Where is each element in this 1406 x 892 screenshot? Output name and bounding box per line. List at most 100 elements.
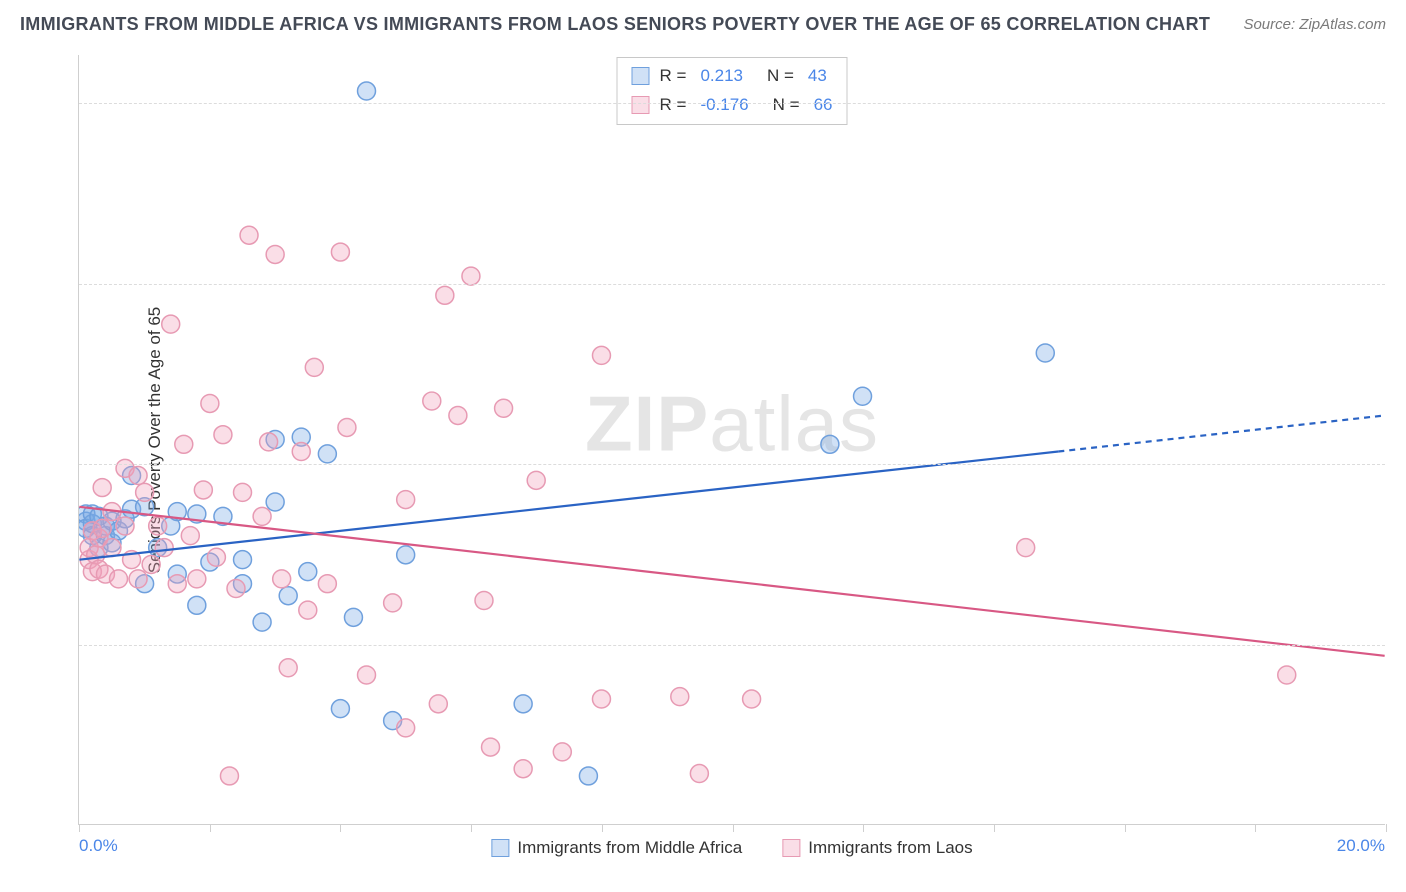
- data-point: [260, 433, 278, 451]
- data-point: [331, 700, 349, 718]
- data-point: [318, 445, 336, 463]
- data-point: [123, 500, 141, 518]
- series-legend-item: Immigrants from Middle Africa: [491, 838, 742, 858]
- data-point: [358, 82, 376, 100]
- data-point: [397, 546, 415, 564]
- data-point: [527, 471, 545, 489]
- data-point: [514, 760, 532, 778]
- data-point: [162, 315, 180, 333]
- gridline: [79, 284, 1385, 285]
- series-legend-item: Immigrants from Laos: [782, 838, 972, 858]
- data-point: [214, 507, 232, 525]
- trend-line: [79, 507, 1384, 656]
- chart-area: Seniors Poverty Over the Age of 65 ZIPat…: [60, 55, 1385, 825]
- data-point: [1017, 539, 1035, 557]
- data-point: [1036, 344, 1054, 362]
- data-point: [123, 467, 141, 485]
- data-point: [93, 519, 111, 537]
- legend-row: R =0.213N =43: [632, 62, 833, 91]
- data-point: [83, 515, 101, 533]
- data-point: [110, 570, 128, 588]
- data-point: [482, 738, 500, 756]
- x-axis-tick: [210, 824, 211, 832]
- data-point: [79, 512, 95, 530]
- data-point: [514, 695, 532, 713]
- data-point: [155, 539, 173, 557]
- x-axis-tick: [733, 824, 734, 832]
- data-point: [201, 553, 219, 571]
- data-point: [123, 551, 141, 569]
- series-legend-label: Immigrants from Laos: [808, 838, 972, 858]
- watermark-text: ZIPatlas: [585, 379, 879, 470]
- series-legend: Immigrants from Middle Africa Immigrants …: [491, 838, 972, 858]
- data-point: [240, 226, 258, 244]
- data-point: [79, 505, 95, 523]
- data-point: [299, 563, 317, 581]
- data-point: [110, 522, 128, 540]
- data-point: [96, 527, 114, 545]
- data-point: [116, 459, 134, 477]
- data-point: [103, 534, 121, 552]
- data-point: [273, 570, 291, 588]
- chart-title: IMMIGRANTS FROM MIDDLE AFRICA VS IMMIGRA…: [20, 14, 1210, 35]
- data-point: [80, 551, 98, 569]
- data-point: [90, 539, 108, 557]
- legend-r-label: R =: [660, 91, 687, 120]
- x-axis-tick: [602, 824, 603, 832]
- data-point: [149, 539, 167, 557]
- data-point: [449, 406, 467, 424]
- data-point: [475, 592, 493, 610]
- data-point: [168, 575, 186, 593]
- legend-swatch: [782, 839, 800, 857]
- data-point: [168, 503, 186, 521]
- data-point: [83, 522, 101, 540]
- x-axis-tick: [994, 824, 995, 832]
- legend-n-value: 43: [808, 62, 827, 91]
- data-point: [671, 688, 689, 706]
- data-point: [495, 399, 513, 417]
- legend-swatch: [491, 839, 509, 857]
- trend-line-extrapolated: [1058, 415, 1384, 451]
- data-point: [299, 601, 317, 619]
- legend-r-value: -0.176: [700, 91, 748, 120]
- data-point: [279, 587, 297, 605]
- data-point: [821, 435, 839, 453]
- legend-n-label: N =: [773, 91, 800, 120]
- data-point: [266, 493, 284, 511]
- data-point: [136, 498, 154, 516]
- data-point: [96, 565, 114, 583]
- scatter-plot: ZIPatlas R =0.213N =43R =-0.176N =66 0.0…: [78, 55, 1385, 825]
- data-point: [292, 428, 310, 446]
- data-point: [253, 613, 271, 631]
- data-point: [318, 575, 336, 593]
- data-point: [80, 539, 98, 557]
- data-point: [103, 539, 121, 557]
- data-point: [103, 512, 121, 530]
- data-point: [331, 243, 349, 261]
- data-point: [854, 387, 872, 405]
- legend-n-label: N =: [767, 62, 794, 91]
- chart-svg-overlay: [79, 55, 1385, 824]
- data-point: [207, 548, 225, 566]
- x-axis-tick: [471, 824, 472, 832]
- data-point: [592, 690, 610, 708]
- series-legend-label: Immigrants from Middle Africa: [517, 838, 742, 858]
- data-point: [83, 563, 101, 581]
- data-point: [436, 286, 454, 304]
- x-axis-tick: [1386, 824, 1387, 832]
- data-point: [162, 517, 180, 535]
- data-point: [116, 517, 134, 535]
- data-point: [168, 565, 186, 583]
- x-axis-tick: [340, 824, 341, 832]
- gridline: [79, 103, 1385, 104]
- legend-swatch: [632, 67, 650, 85]
- data-point: [292, 443, 310, 461]
- data-point: [305, 358, 323, 376]
- data-point: [358, 666, 376, 684]
- data-point: [201, 394, 219, 412]
- data-point: [397, 491, 415, 509]
- data-point: [690, 765, 708, 783]
- data-point: [266, 245, 284, 263]
- x-axis-max-label: 20.0%: [1337, 836, 1385, 856]
- data-point: [266, 431, 284, 449]
